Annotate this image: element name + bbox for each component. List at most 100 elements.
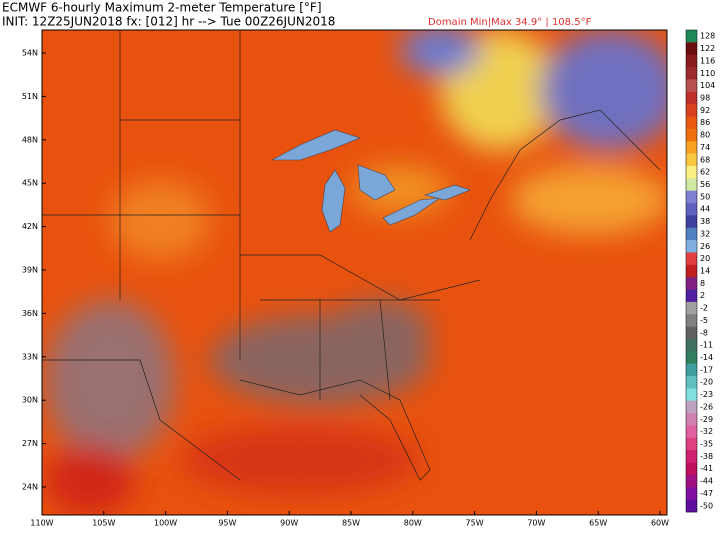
- colorbar-swatch: [686, 104, 697, 117]
- colorbar-swatch: [686, 54, 697, 68]
- lat-label: 24N: [22, 483, 38, 492]
- colorbar-label: -26: [700, 402, 713, 411]
- colorbar-label: 74: [700, 143, 710, 152]
- lon-label: 65W: [589, 519, 607, 528]
- lon-label: 75W: [466, 519, 484, 528]
- colorbar-swatch: [686, 203, 697, 216]
- colorbar-label: -14: [700, 353, 713, 362]
- colorbar-label: 32: [700, 229, 710, 238]
- colorbar-swatch: [686, 264, 697, 278]
- colorbar-label: -20: [700, 378, 713, 387]
- colorbar-swatch: [686, 351, 697, 364]
- colorbar-swatch: [686, 487, 697, 500]
- lon-label: 60W: [651, 519, 669, 528]
- title: ECMWF 6-hourly Maximum 2-meter Temperatu…: [2, 1, 322, 15]
- colorbar-swatch: [686, 474, 697, 488]
- colorbar-swatch: [686, 388, 697, 402]
- lat-label: 30N: [22, 396, 38, 405]
- colorbar-label: 14: [700, 267, 710, 276]
- colorbar-swatch: [686, 338, 697, 352]
- colorbar-swatch: [686, 450, 697, 463]
- colorbar-label: 20: [700, 254, 710, 263]
- lat-label: 27N: [22, 439, 38, 448]
- lat-label: 42N: [22, 222, 38, 231]
- colorbar-label: -23: [700, 390, 713, 399]
- colorbar-label: -29: [700, 415, 713, 424]
- colorbar-label: -11: [700, 341, 713, 350]
- colorbar-swatch: [686, 301, 697, 315]
- colorbar-label: -47: [700, 489, 713, 498]
- colorbar-label: 104: [700, 81, 715, 90]
- colorbar-swatch: [686, 252, 697, 266]
- colorbar-swatch: [686, 30, 697, 43]
- colorbar-label: -17: [700, 365, 713, 374]
- colorbar-swatch: [686, 141, 697, 154]
- lat-label: 33N: [22, 352, 38, 361]
- colorbar-frame: [685, 29, 698, 513]
- colorbar-label: -50: [700, 501, 713, 510]
- colorbar-swatch: [686, 437, 697, 451]
- colorbar-label: -41: [700, 464, 713, 473]
- colorbar-label: 50: [700, 192, 710, 201]
- colorbar-label: -35: [700, 440, 713, 449]
- domain-minmax: Domain Min|Max 34.9° | 108.5°F: [428, 17, 592, 28]
- colorbar-swatch: [686, 400, 697, 414]
- colorbar-swatch: [686, 79, 697, 93]
- colorbar-swatch: [686, 277, 697, 290]
- lat-label: 36N: [22, 309, 38, 318]
- colorbar-swatch: [686, 462, 697, 476]
- colorbar-label: -44: [700, 477, 713, 486]
- colorbar-label: 68: [700, 155, 710, 164]
- colorbar-swatch: [686, 413, 697, 426]
- lon-label: 95W: [218, 519, 236, 528]
- colorbar-swatch: [686, 190, 697, 204]
- colorbar-swatch: [686, 499, 697, 513]
- colorbar-swatch: [686, 363, 697, 377]
- colorbar-swatch: [686, 314, 697, 327]
- colorbar-swatch: [686, 67, 697, 80]
- temperature-map: [42, 30, 667, 515]
- colorbar-label: 86: [700, 118, 710, 127]
- lat-label: 39N: [22, 266, 38, 275]
- colorbar-label: 116: [700, 56, 715, 65]
- lat-label: 45N: [22, 179, 38, 188]
- colorbar-label: 8: [700, 279, 705, 288]
- colorbar-label: 2: [700, 291, 705, 300]
- colorbar-swatch: [686, 116, 697, 130]
- colorbar-label: 122: [700, 44, 715, 53]
- colorbar-label: -38: [700, 452, 713, 461]
- colorbar-swatch: [686, 425, 697, 439]
- colorbar-label: -2: [700, 304, 708, 313]
- colorbar-swatch: [686, 91, 697, 105]
- colorbar-label: 128: [700, 32, 715, 41]
- colorbar-swatch: [686, 178, 697, 191]
- lat-label: 48N: [22, 135, 38, 144]
- colorbar-swatch: [686, 128, 697, 142]
- lon-label: 85W: [342, 519, 360, 528]
- colorbar-swatch: [686, 326, 697, 340]
- colorbar-label: 98: [700, 93, 710, 102]
- colorbar-swatch: [686, 376, 697, 389]
- lon-label: 70W: [527, 519, 545, 528]
- colorbar-swatch: [686, 42, 697, 56]
- colorbar-label: 38: [700, 217, 710, 226]
- colorbar-label: 44: [700, 205, 710, 214]
- colorbar-swatch: [686, 289, 697, 303]
- lon-label: 105W: [92, 519, 115, 528]
- lon-label: 80W: [404, 519, 422, 528]
- colorbar-swatch: [686, 215, 697, 229]
- init-line: INIT: 12Z25JUN2018 fx: [012] hr --> Tue …: [2, 15, 335, 29]
- colorbar-swatch: [686, 227, 697, 241]
- lat-label: 51N: [22, 92, 38, 101]
- lat-label: 54N: [22, 49, 38, 58]
- colorbar-label: 26: [700, 242, 710, 251]
- lon-label: 110W: [30, 519, 53, 528]
- colorbar-label: -8: [700, 328, 708, 337]
- colorbar-label: 110: [700, 69, 715, 78]
- colorbar-label: 56: [700, 180, 710, 189]
- colorbar-swatch: [686, 165, 697, 179]
- colorbar-label: 80: [700, 131, 710, 140]
- colorbar-label: -32: [700, 427, 713, 436]
- colorbar-swatch: [686, 240, 697, 253]
